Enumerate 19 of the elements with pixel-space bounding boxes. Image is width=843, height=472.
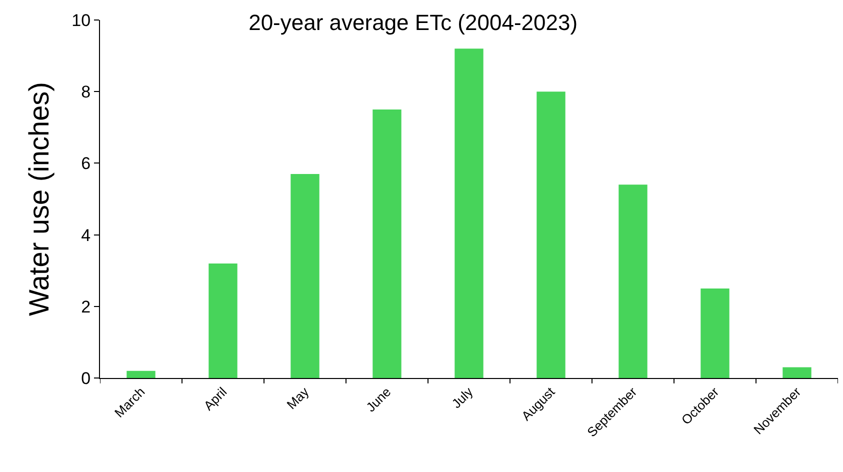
y-tick-label: 6 [81, 154, 91, 174]
bar [782, 367, 812, 378]
y-tick-label: 0 [81, 368, 91, 388]
y-axis-title: Water use (inches) [23, 82, 54, 316]
chart-title: 20-year average ETc (2004-2023) [248, 10, 578, 35]
y-tick-label: 8 [81, 82, 91, 102]
bar [536, 92, 566, 378]
y-tick-label: 2 [81, 297, 91, 316]
x-tick-label: July [448, 384, 476, 412]
bar [208, 263, 238, 378]
bar [618, 184, 648, 378]
bar [290, 174, 320, 378]
y-tick-label: 10 [72, 10, 91, 30]
bar [700, 288, 730, 378]
bar [372, 110, 402, 378]
bar [454, 48, 484, 378]
y-tick-label: 4 [81, 226, 91, 245]
bar [126, 370, 156, 378]
x-tick-label: May [284, 384, 312, 412]
